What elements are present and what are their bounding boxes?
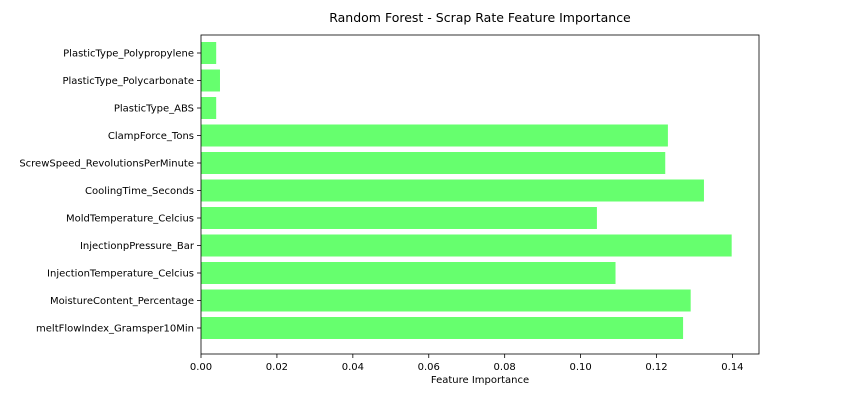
bars-group (201, 42, 732, 339)
y-tick-label: PlasticType_ABS (114, 104, 194, 115)
x-tick-label: 0.14 (721, 362, 743, 373)
x-tick-label: 0.12 (645, 362, 667, 373)
x-tick-label: 0.02 (266, 362, 288, 373)
y-tick-label: PlasticType_Polycarbonate (62, 76, 194, 87)
chart-title: Random Forest - Scrap Rate Feature Impor… (329, 10, 631, 25)
y-tick-label: InjectionpPressure_Bar (80, 241, 195, 252)
bar (201, 234, 732, 257)
y-tick-label: meltFlowIndex_Gramsper10Min (36, 324, 194, 335)
y-tick-label: CoolingTime_Seconds (85, 186, 194, 197)
bar (201, 179, 704, 202)
bar (201, 42, 217, 64)
y-tick-label: InjectionTemperature_Celcius (47, 269, 194, 280)
bar (201, 97, 217, 119)
bar (201, 262, 616, 284)
bar (201, 317, 684, 339)
bar (201, 124, 668, 147)
x-axis-ticks: 0.00 0.02 0.04 0.06 0.08 0.10 0.12 0.14 (190, 354, 744, 373)
bar (201, 152, 666, 174)
y-tick-label: ScrewSpeed_RevolutionsPerMinute (19, 159, 194, 170)
y-tick-label: ClampForce_Tons (108, 131, 194, 142)
x-tick-label: 0.08 (494, 362, 516, 373)
x-tick-label: 0.10 (569, 362, 591, 373)
bar (201, 289, 691, 312)
y-tick-label: MoistureContent_Percentage (50, 296, 194, 307)
x-tick-label: 0.00 (190, 362, 212, 373)
x-tick-label: 0.06 (418, 362, 440, 373)
bar (201, 69, 220, 92)
x-axis-label: Feature Importance (431, 375, 529, 386)
x-tick-label: 0.04 (342, 362, 364, 373)
y-axis-ticks: PlasticType_Polypropylene PlasticType_Pol… (19, 49, 201, 335)
y-tick-label: MoldTemperature_Celcius (66, 214, 194, 225)
y-tick-label: PlasticType_Polypropylene (63, 49, 194, 60)
plot-frame (200, 34, 760, 355)
bar (201, 207, 597, 229)
